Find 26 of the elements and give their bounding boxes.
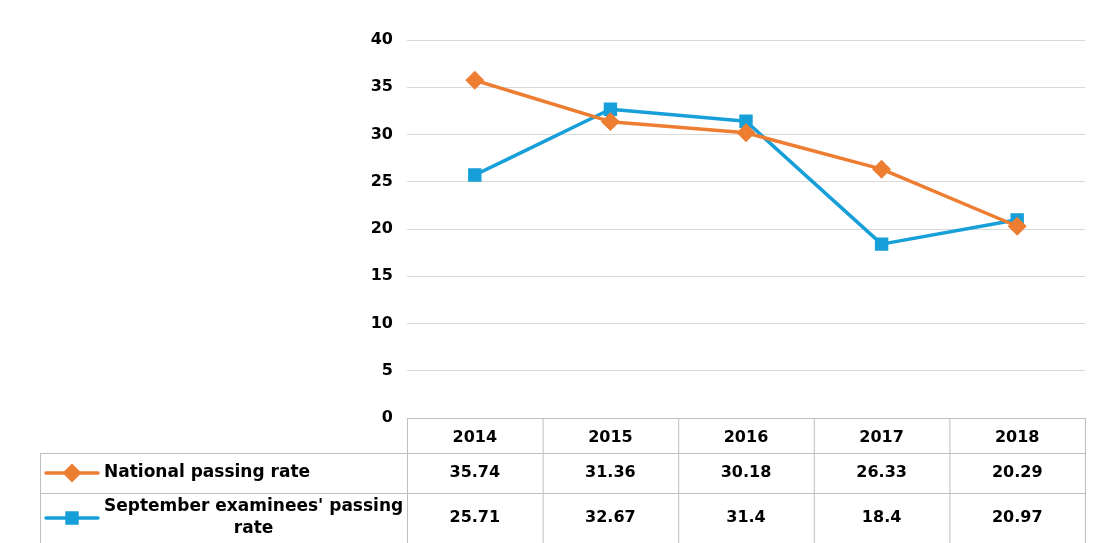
y-tick-label: 35 [370,76,393,96]
data-label: 30.18 [720,462,772,482]
data-label: 31.36 [585,462,636,482]
data-label: 31.4 [726,507,766,527]
data-label: 20.29 [991,462,1043,482]
data-label: 35.74 [449,462,501,482]
y-tick-label: 0 [381,407,393,427]
legend-label: September examinees' passing rate [104,495,404,538]
x-tick-label: 2017 [859,426,904,446]
data-label: 32.67 [585,507,636,527]
y-tick-label: 20 [370,218,393,238]
y-tick-label: 15 [370,265,393,285]
data-label: 25.71 [449,507,501,527]
y-tick-label: 10 [370,312,393,332]
data-label: 26.33 [856,462,907,482]
x-tick-label: 2016 [723,426,769,446]
data-label: 20.97 [991,507,1043,527]
y-tick-label: 25 [370,170,393,190]
y-tick-label: 5 [381,359,393,379]
x-tick-label: 2014 [452,426,498,446]
x-tick-label: 2018 [994,426,1040,446]
x-tick-label: 2015 [588,426,633,446]
data-label: 18.4 [861,507,902,527]
y-tick-label: 40 [370,29,393,49]
legend-label: National passing rate [104,461,311,482]
y-tick-label: 30 [370,123,393,143]
